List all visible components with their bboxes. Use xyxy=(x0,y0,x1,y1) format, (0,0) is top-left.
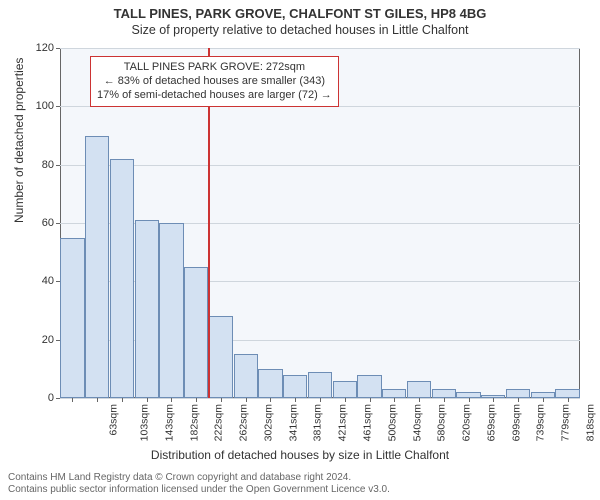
annotation-line-3: 17% of semi-detached houses are larger (… xyxy=(97,89,332,103)
footnote-line-1: Contains HM Land Registry data © Crown c… xyxy=(8,472,390,484)
grid-line xyxy=(60,48,580,49)
x-tick-label: 381sqm xyxy=(312,404,324,441)
x-tick-label: 222sqm xyxy=(213,404,225,441)
footnote-line-2: Contains public sector information licen… xyxy=(8,484,390,496)
annotation-line-2: ← 83% of detached houses are smaller (34… xyxy=(97,75,332,89)
histogram-bar xyxy=(481,395,505,398)
y-tick-label: 0 xyxy=(24,392,54,404)
histogram-bar xyxy=(283,375,307,398)
x-axis-label: Distribution of detached houses by size … xyxy=(0,448,600,462)
y-axis-label: Number of detached properties xyxy=(12,58,26,223)
y-tick-label: 80 xyxy=(24,159,54,171)
grid-line xyxy=(60,165,580,166)
y-tick-label: 100 xyxy=(24,100,54,112)
x-tick-label: 779sqm xyxy=(559,404,571,441)
histogram-bar xyxy=(407,381,431,399)
chart-subtitle: Size of property relative to detached ho… xyxy=(0,21,600,37)
histogram-bar xyxy=(209,316,233,398)
chart-container: TALL PINES, PARK GROVE, CHALFONT ST GILE… xyxy=(0,0,600,500)
x-tick-label: 739sqm xyxy=(535,404,547,441)
histogram-bar xyxy=(555,389,579,398)
x-tick-label: 540sqm xyxy=(411,404,423,441)
x-tick-label: 341sqm xyxy=(287,404,299,441)
histogram-bar xyxy=(60,238,84,398)
histogram-bar xyxy=(308,372,332,398)
x-tick-label: 461sqm xyxy=(361,404,373,441)
histogram-bar xyxy=(382,389,406,398)
x-tick-label: 580sqm xyxy=(436,404,448,441)
y-tick-label: 20 xyxy=(24,334,54,346)
annotation-line-1: TALL PINES PARK GROVE: 272sqm xyxy=(97,61,332,75)
histogram-bar xyxy=(85,136,109,399)
histogram-bar xyxy=(258,369,282,398)
grid-line xyxy=(60,398,580,399)
x-tick-label: 659sqm xyxy=(485,404,497,441)
histogram-bar xyxy=(456,392,480,398)
x-tick-label: 63sqm xyxy=(108,404,120,436)
x-tick-label: 699sqm xyxy=(510,404,522,441)
x-tick-label: 302sqm xyxy=(262,404,274,441)
x-tick-label: 620sqm xyxy=(460,404,472,441)
x-tick-label: 818sqm xyxy=(584,404,596,441)
annotation-box: TALL PINES PARK GROVE: 272sqm ← 83% of d… xyxy=(90,56,339,107)
histogram-bar xyxy=(234,354,258,398)
histogram-bar xyxy=(531,392,555,398)
histogram-bar xyxy=(110,159,134,398)
histogram-bar xyxy=(135,220,159,398)
chart-title: TALL PINES, PARK GROVE, CHALFONT ST GILE… xyxy=(0,0,600,21)
histogram-bar xyxy=(159,223,183,398)
x-tick-label: 500sqm xyxy=(386,404,398,441)
histogram-bar xyxy=(333,381,357,399)
x-tick-label: 262sqm xyxy=(238,404,250,441)
y-tick-label: 120 xyxy=(24,42,54,54)
histogram-bar xyxy=(357,375,381,398)
y-tick-label: 40 xyxy=(24,275,54,287)
x-tick-label: 421sqm xyxy=(337,404,349,441)
plot-area: TALL PINES PARK GROVE: 272sqm ← 83% of d… xyxy=(60,48,580,398)
histogram-bar xyxy=(432,389,456,398)
x-tick-label: 143sqm xyxy=(163,404,175,441)
histogram-bar xyxy=(184,267,208,398)
x-tick-label: 182sqm xyxy=(188,404,200,441)
footnote: Contains HM Land Registry data © Crown c… xyxy=(8,472,390,496)
y-tick-label: 60 xyxy=(24,217,54,229)
histogram-bar xyxy=(506,389,530,398)
x-tick-label: 103sqm xyxy=(139,404,151,441)
